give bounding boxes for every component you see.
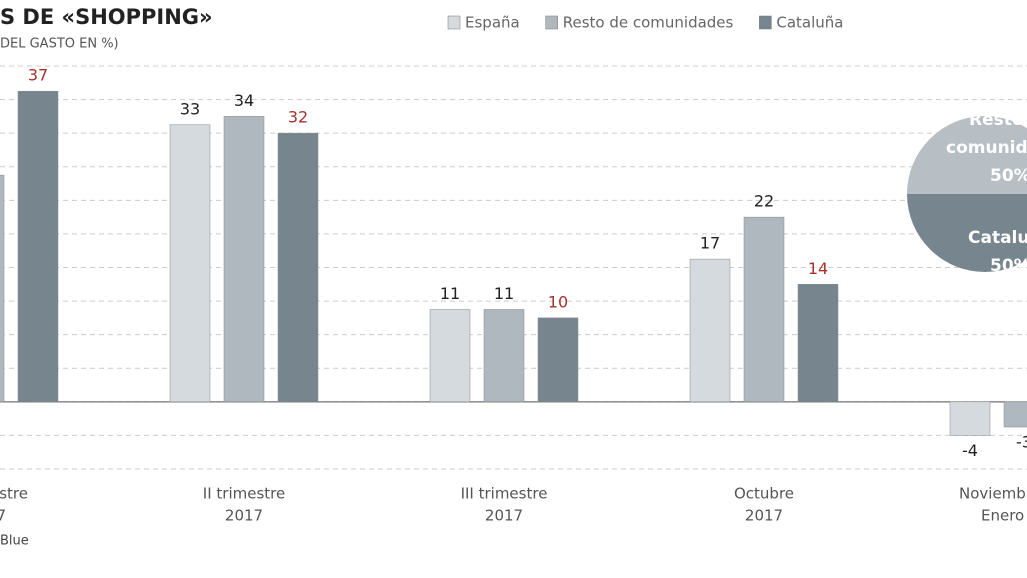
value-label: 11 bbox=[440, 284, 460, 303]
legend-label: Cataluña bbox=[776, 14, 843, 32]
bar bbox=[537, 317, 579, 403]
bar bbox=[17, 90, 59, 403]
value-label: 33 bbox=[180, 99, 200, 118]
x-tick-label: 2017 bbox=[225, 507, 263, 525]
bar bbox=[689, 258, 731, 403]
value-label: 37 bbox=[28, 66, 48, 85]
bar bbox=[743, 216, 785, 403]
bar bbox=[949, 401, 991, 436]
bar bbox=[223, 116, 265, 403]
value-label: 17 bbox=[700, 234, 720, 253]
value-label: -4 bbox=[962, 441, 978, 460]
x-tick-label: II trimestre bbox=[203, 485, 285, 503]
pie-value: 50% bbox=[990, 166, 1027, 186]
x-tick-label: 2017 bbox=[485, 507, 523, 525]
value-label: -3 bbox=[1016, 433, 1027, 452]
pie-label: comunid bbox=[946, 138, 1027, 158]
bar bbox=[277, 132, 319, 403]
bar bbox=[797, 284, 839, 403]
x-tick-label: III trimestre bbox=[461, 485, 548, 503]
legend-label: Resto de comunidades bbox=[563, 14, 734, 32]
legend-swatch bbox=[447, 15, 461, 30]
legend-swatch bbox=[759, 15, 772, 30]
x-tick-label: 7 bbox=[0, 507, 6, 525]
value-label: 34 bbox=[234, 91, 254, 110]
source: Blue bbox=[0, 534, 29, 549]
value-label: 10 bbox=[548, 292, 568, 311]
chart-subtitle: DEL GASTO EN %) bbox=[0, 37, 119, 52]
pie-slice bbox=[907, 116, 1027, 194]
legend-swatch bbox=[545, 15, 558, 30]
bar bbox=[429, 309, 471, 403]
x-tick-label: Noviemb bbox=[959, 485, 1026, 503]
x-tick-label: estre bbox=[0, 485, 28, 503]
value-label: 22 bbox=[754, 192, 774, 211]
chart-title: S DE «SHOPPING» bbox=[0, 5, 213, 29]
legend-label: España bbox=[465, 14, 520, 32]
pie-label: Catalu bbox=[968, 228, 1027, 248]
value-label: 14 bbox=[808, 259, 828, 278]
value-label: 32 bbox=[288, 108, 308, 127]
pie-label: Resto bbox=[969, 110, 1024, 130]
bar bbox=[483, 309, 525, 403]
x-tick-label: Octubre bbox=[734, 485, 794, 503]
pie-slice bbox=[907, 194, 1027, 272]
x-tick-label: 2017 bbox=[745, 507, 783, 525]
bar bbox=[0, 174, 5, 403]
bar bbox=[169, 124, 211, 403]
pie-value: 50% bbox=[990, 256, 1027, 276]
value-label: 11 bbox=[494, 284, 514, 303]
x-tick-label: Enero bbox=[981, 507, 1024, 525]
bar bbox=[1003, 401, 1027, 428]
